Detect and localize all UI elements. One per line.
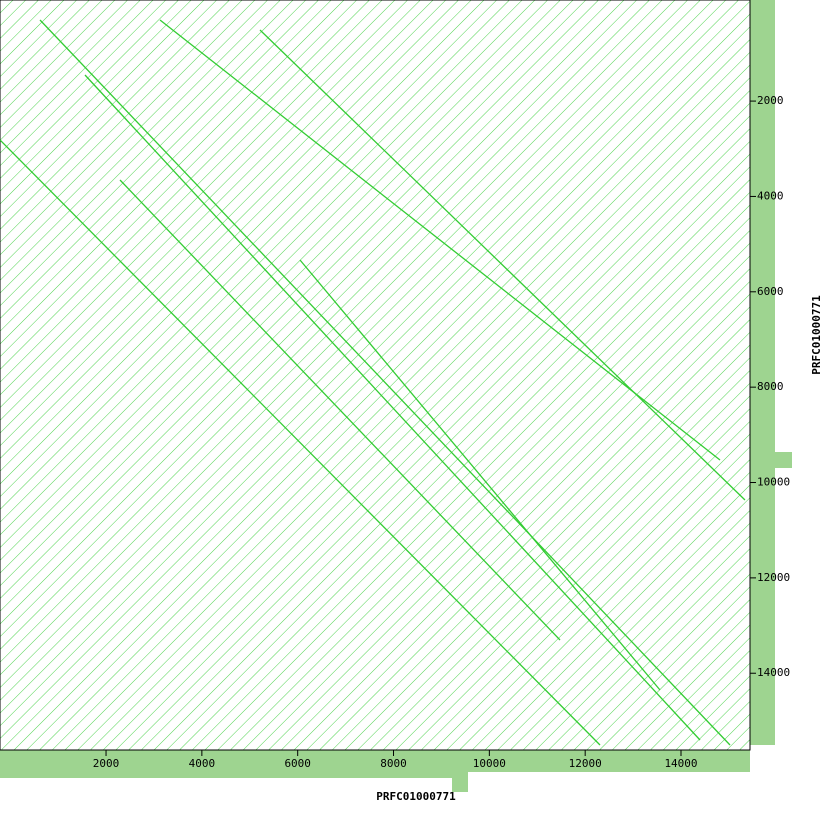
alignment-line <box>119 179 561 641</box>
alignment-line <box>299 259 661 691</box>
y-tick-label: 6000 <box>757 285 784 298</box>
y-tick-label: 12000 <box>757 571 790 584</box>
y-tick-label: 10000 <box>757 476 790 489</box>
x-tick-label: 8000 <box>380 757 407 770</box>
x-axis-band <box>0 750 750 792</box>
alignment-line <box>39 19 731 746</box>
x-tick-label: 2000 <box>93 757 120 770</box>
x-tick-label: 10000 <box>473 757 506 770</box>
x-tick-label: 6000 <box>284 757 311 770</box>
alignment-lines <box>0 19 746 746</box>
y-tick-label: 2000 <box>757 94 784 107</box>
y-tick-label: 4000 <box>757 189 784 202</box>
y-tick-label: 14000 <box>757 666 790 679</box>
dot-pattern <box>0 0 750 750</box>
alignment-line <box>0 139 601 746</box>
alignment-line <box>84 74 701 741</box>
axis-bands <box>0 0 792 792</box>
y-tick-label: 8000 <box>757 380 784 393</box>
y-axis-band <box>750 0 792 745</box>
x-tick-label: 4000 <box>189 757 216 770</box>
alignment-line <box>259 29 746 501</box>
x-tick-label: 12000 <box>569 757 602 770</box>
x-axis-label: PRFC01000771 <box>376 790 456 803</box>
x-tick-label: 14000 <box>664 757 697 770</box>
alignment-line <box>159 19 721 461</box>
y-axis-label: PRFC01000771 <box>810 295 823 375</box>
